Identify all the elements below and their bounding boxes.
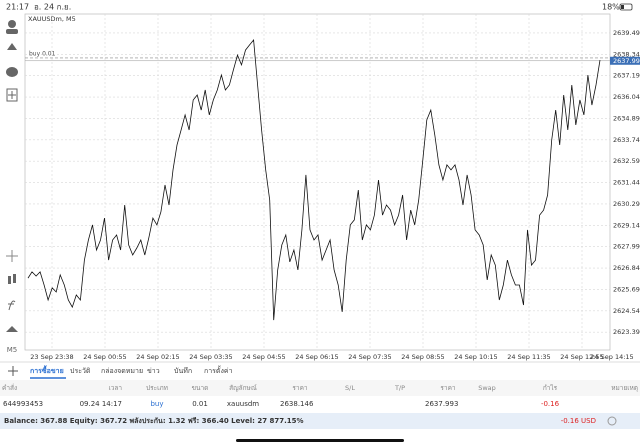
objects-icon[interactable]	[6, 326, 18, 332]
x-tick-label: 24 Sep 10:15	[454, 353, 497, 361]
y-tick-label: 2630.290	[613, 200, 640, 208]
tab[interactable]: บันทึก	[174, 366, 192, 375]
cell-symbol: xauusdm	[227, 400, 259, 408]
status-date: อ. 24 ก.ย.	[34, 3, 71, 12]
x-tick-label: 24 Sep 07:35	[348, 353, 391, 361]
chart: 2623.390 2624.540 2625.690 2626.840 2627.990…	[25, 14, 640, 361]
table-header-bg	[0, 380, 640, 396]
column-header: T/P	[394, 384, 405, 392]
tabs: การซื้อขาย ประวัติ กล่องจดหมาย ข่าว บันทึก กา…	[30, 364, 233, 379]
cell-time: 09.24 14:17	[80, 400, 122, 408]
y-tick-label: 2636.040	[613, 93, 640, 101]
x-tick-label: 24 Sep 03:35	[189, 353, 232, 361]
cell-profit: -0.16	[541, 400, 560, 408]
account-icon-body	[6, 29, 18, 34]
x-tick-label: 24 Sep 00:55	[83, 353, 126, 361]
column-header: หมายเหตุ	[611, 384, 638, 392]
y-tick-label: 2625.690	[613, 285, 640, 293]
battery-icon	[619, 3, 633, 11]
chat-icon[interactable]	[6, 67, 18, 77]
tab[interactable]: ประวัติ	[70, 367, 91, 375]
table: คำสั่ง เวลา ประเภท ขนาด สัญลักษณ์ ราคา S/L T/P ร…	[2, 383, 638, 408]
column-header: S/L	[345, 384, 355, 392]
home-indicator	[236, 439, 404, 442]
summary-text: Balance: 367.88 Equity: 367.72 พลังประกั…	[4, 417, 304, 425]
y-tick-label: 2638.340	[613, 50, 640, 58]
tab[interactable]: กล่องจดหมาย	[101, 367, 143, 375]
chart-frame	[24, 13, 611, 351]
column-header: ราคา	[292, 384, 307, 392]
column-header: คำสั่ง	[2, 383, 17, 392]
x-tick-label: 24 Sep 04:55	[242, 353, 285, 361]
y-tick-label: 2633.740	[613, 136, 640, 144]
column-header: ราคา	[440, 384, 455, 392]
status-battery: 18%	[602, 3, 620, 12]
column-header: สัญลักษณ์	[229, 384, 257, 392]
y-tick-label: 2629.140	[613, 221, 640, 229]
price-line-series	[27, 38, 601, 321]
cell-order: 644993453	[3, 400, 43, 408]
bars-icon[interactable]	[8, 276, 11, 284]
summary-bar	[0, 413, 640, 429]
battery-level	[621, 5, 624, 9]
toolbar	[6, 20, 18, 332]
x-tick-label: 24 Sep 11:35	[507, 353, 550, 361]
tab[interactable]: การซื้อขาย	[30, 364, 64, 375]
x-tick-label: 24 Sep 08:55	[401, 353, 444, 361]
column-header: เวลา	[108, 384, 122, 392]
y-tick-label: 2631.440	[613, 179, 640, 187]
tab[interactable]: การตั้งค่า	[204, 364, 233, 375]
summary-total: -0.16 USD	[561, 417, 596, 425]
y-tick-label: 2623.390	[613, 328, 640, 336]
order-label: buy 0.01	[29, 50, 56, 57]
add-button[interactable]	[8, 366, 18, 376]
cell-open-price: 2638.146	[280, 400, 314, 408]
y-tick-label: 2634.890	[613, 114, 640, 122]
y-tick-label: 2624.540	[613, 307, 640, 315]
column-header: กำไร	[543, 384, 558, 392]
bars-icon-2	[13, 274, 16, 283]
x-tick-label: 24 Sep 06:15	[295, 353, 338, 361]
cell-volume: 0.01	[192, 400, 208, 408]
close-icon[interactable]	[607, 416, 617, 426]
column-header: ประเภท	[146, 384, 168, 392]
new-order-icon[interactable]	[6, 88, 18, 102]
y-tick-label: 2627.990	[613, 243, 640, 251]
price-tag-label: 2637.993	[613, 57, 640, 65]
account-icon[interactable]	[8, 20, 16, 28]
y-tick-label: 2632.590	[613, 157, 640, 165]
status-time: 21:17	[6, 3, 29, 12]
new-order-plus	[8, 91, 16, 99]
cell-type: buy	[150, 400, 163, 408]
column-header: ขนาด	[192, 384, 209, 392]
price-tag	[610, 56, 640, 65]
y-tick-label: 2639.490	[613, 29, 640, 37]
x-tick-label: 24 Sep 14:15	[590, 353, 633, 361]
indicator-icon[interactable]	[8, 300, 16, 311]
trade-icon[interactable]	[7, 43, 17, 50]
y-tick-label: 2626.840	[613, 264, 640, 272]
tab[interactable]: ข่าว	[147, 367, 160, 375]
cell-price: 2637.993	[425, 400, 458, 408]
x-tick-label: 23 Sep 23:38	[30, 353, 73, 361]
y-tick-label: 2637.190	[613, 72, 640, 80]
column-header: Swap	[478, 384, 496, 392]
crosshair-icon[interactable]	[6, 250, 18, 262]
timeframe-button[interactable]: M5	[7, 346, 18, 354]
x-tick-label: 24 Sep 12:55	[560, 353, 603, 361]
x-tick-label: 24 Sep 02:15	[136, 353, 179, 361]
